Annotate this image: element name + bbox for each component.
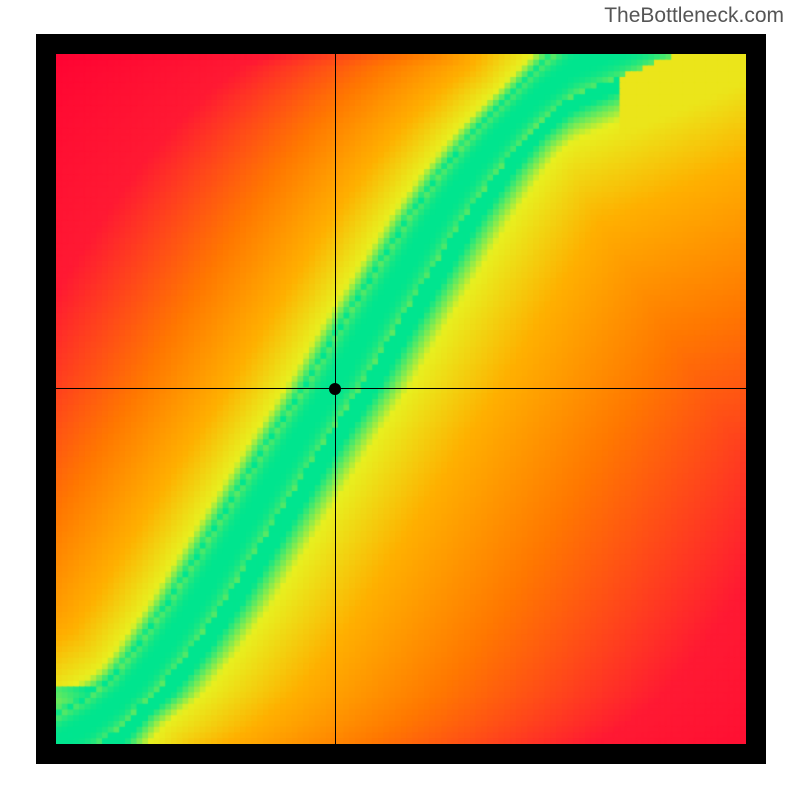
crosshair-vertical <box>335 54 336 744</box>
bottleneck-heatmap <box>56 54 746 744</box>
crosshair-horizontal <box>56 388 746 389</box>
watermark-text: TheBottleneck.com <box>604 4 784 28</box>
